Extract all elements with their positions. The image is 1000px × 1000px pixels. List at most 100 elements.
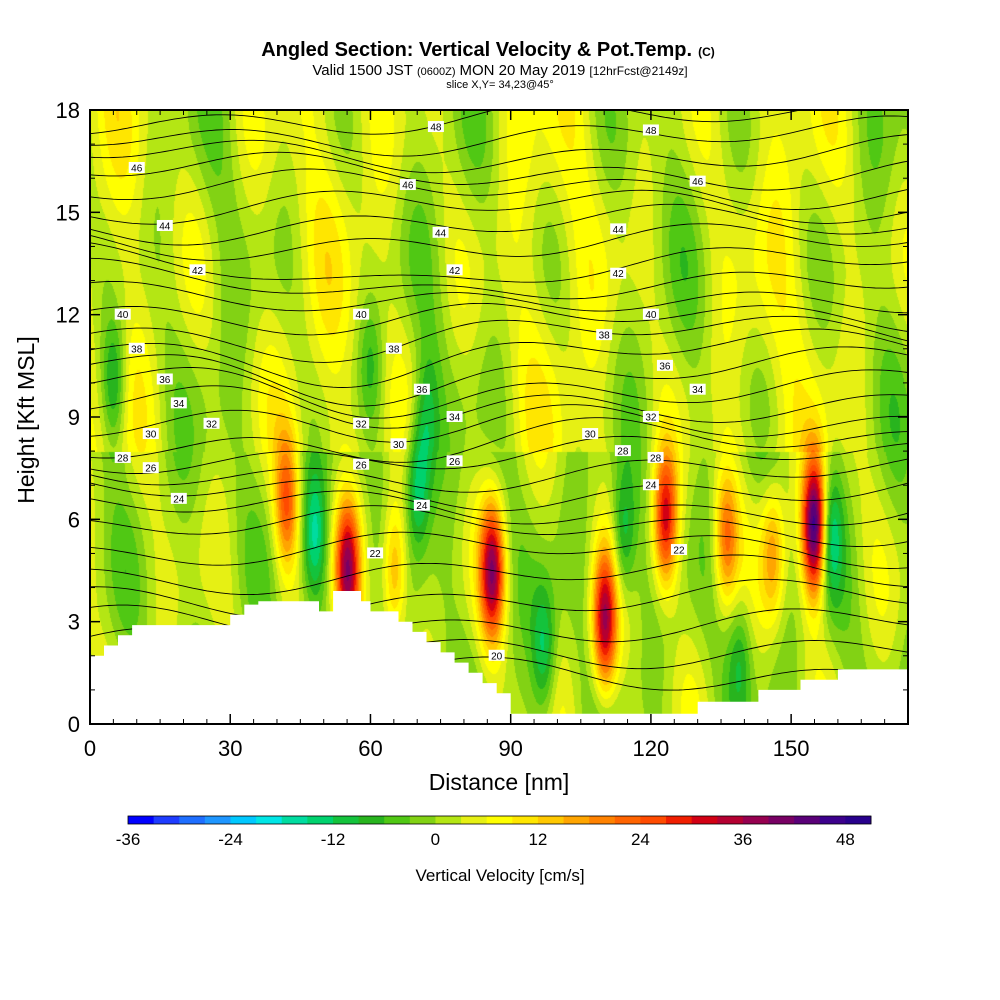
- colorbar-swatch: [409, 816, 436, 824]
- isentrope-label: 38: [596, 329, 613, 342]
- isentrope-line: [90, 578, 908, 620]
- isentrope-line: [90, 315, 908, 363]
- isentrope-line: [90, 189, 908, 225]
- isentrope-label: 32: [203, 417, 220, 430]
- isentrope-label: 42: [610, 267, 627, 280]
- isentrope-label-text: 30: [393, 440, 405, 451]
- colorbar-swatch: [128, 816, 155, 824]
- isentrope-label-text: 46: [131, 163, 143, 174]
- isentrope-line: [90, 151, 908, 191]
- colorbar: [127, 815, 872, 825]
- colorbar-swatch: [691, 816, 718, 824]
- colorbar-swatch: [179, 816, 206, 824]
- isentrope-label: 24: [642, 479, 659, 492]
- isentrope-label-text: 44: [159, 221, 171, 232]
- isentrope-label: 38: [385, 342, 402, 355]
- colorbar-swatch: [256, 816, 283, 824]
- colorbar-ticks: -36 -24 -12 0 12 24 36 48: [116, 830, 855, 849]
- isentrope-label: 40: [114, 308, 131, 321]
- isentrope-line: [90, 458, 908, 493]
- colorbar-swatch: [563, 816, 590, 824]
- isentrope-label: 40: [642, 308, 659, 321]
- colorbar-swatch: [768, 816, 795, 824]
- chart-subtitle: Valid 1500 JST (0600Z) MON 20 May 2019 [12h…: [312, 62, 687, 79]
- isentrope-label: 28: [114, 451, 131, 464]
- isentrope-label-text: 38: [131, 344, 143, 355]
- y-axis-label: Height [Kft MSL]: [13, 336, 39, 503]
- terrain-mask: [90, 591, 908, 724]
- colorbar-swatch: [435, 816, 462, 824]
- colorbar-swatch: [512, 816, 539, 824]
- isentrope-line: [90, 505, 908, 548]
- colorbar-tick-label: -24: [218, 830, 243, 849]
- plot-area: 20 22 22 24 24 24 26 26 26 28 28 28 30 30 30 32 32 32 34 34…: [90, 110, 908, 724]
- colorbar-tick-label: 0: [431, 830, 440, 849]
- isentrope-label-text: 32: [206, 419, 218, 430]
- isentrope-line: [90, 479, 908, 512]
- x-tick-label: 60: [358, 736, 382, 761]
- isentrope-label-text: 32: [645, 413, 657, 424]
- isentrope-label-text: 48: [430, 123, 442, 134]
- isentrope-label-text: 36: [159, 375, 171, 386]
- isentrope-label-text: 46: [692, 177, 704, 188]
- isentrope-line: [90, 531, 908, 569]
- colorbar-swatch: [307, 816, 334, 824]
- x-tick-label: 120: [633, 736, 670, 761]
- isentrope-label: 44: [156, 219, 173, 232]
- x-axis-label: Distance [nm]: [429, 769, 570, 795]
- isentrope-labels: 20 22 22 24 24 24 26 26 26 28 28 28 30 30 30 32 32 32 34 34…: [114, 121, 706, 662]
- isentrope-label: 36: [413, 383, 430, 396]
- isentrope-label-text: 22: [370, 549, 382, 560]
- colorbar-swatch: [358, 816, 385, 824]
- colorbar-swatch: [819, 816, 846, 824]
- isentrope-label-text: 32: [356, 419, 368, 430]
- y-tick-label: 9: [68, 405, 80, 430]
- isentrope-label-text: 34: [449, 413, 461, 424]
- isentrope-line: [90, 417, 908, 463]
- colorbar-tick-label: 48: [836, 830, 855, 849]
- isentrope-label: 32: [353, 417, 370, 430]
- isentrope-label: 34: [689, 383, 706, 396]
- isentrope-label-text: 30: [145, 430, 157, 441]
- isentrope-label: 42: [189, 264, 206, 277]
- isentrope-line: [90, 404, 908, 443]
- isentrope-label-text: 38: [388, 344, 400, 355]
- isentrope-line: [90, 435, 908, 474]
- colorbar-swatch: [666, 816, 693, 824]
- isentrope-label: 46: [689, 175, 706, 188]
- isentrope-label-text: 22: [673, 546, 685, 557]
- isentrope-label-text: 30: [585, 430, 597, 441]
- isentrope-label-text: 28: [650, 453, 662, 464]
- isentrope-label: 30: [582, 428, 599, 441]
- isentrope-label: 22: [367, 547, 384, 560]
- colorbar-swatch: [717, 816, 744, 824]
- isentrope-label-text: 34: [692, 385, 704, 396]
- isentrope-line: [90, 223, 908, 261]
- colorbar-swatch: [537, 816, 564, 824]
- isentrope-line: [90, 242, 908, 283]
- colorbar-tick-label: -36: [116, 830, 141, 849]
- isentrope-label: 24: [170, 492, 187, 505]
- isentrope-line: [90, 302, 908, 336]
- isentrope-label-text: 38: [599, 331, 611, 342]
- isentrope-label: 34: [170, 397, 187, 410]
- colorbar-frame: [127, 815, 872, 825]
- colorbar-swatch: [230, 816, 257, 824]
- isentrope-label-text: 36: [416, 385, 428, 396]
- colorbar-tick-label: 12: [528, 830, 547, 849]
- isentrope-label: 38: [128, 342, 145, 355]
- isentrope-label: 48: [427, 121, 444, 134]
- isentrope-label-text: 48: [645, 126, 657, 137]
- isentrope-label-text: 24: [416, 501, 428, 512]
- isentrope-line: [90, 134, 908, 174]
- x-tick-label: 150: [773, 736, 810, 761]
- isentrope-label-text: 44: [613, 225, 625, 236]
- isentrope-label: 30: [390, 438, 407, 451]
- isentrope-label: 36: [656, 359, 673, 372]
- isentrope-line: [90, 281, 908, 314]
- colorbar-swatch: [614, 816, 641, 824]
- y-tick-label: 6: [68, 507, 80, 532]
- isentrope-label: 46: [399, 179, 416, 192]
- isentrope-lines: [90, 110, 908, 691]
- isentrope-label: 26: [353, 458, 370, 471]
